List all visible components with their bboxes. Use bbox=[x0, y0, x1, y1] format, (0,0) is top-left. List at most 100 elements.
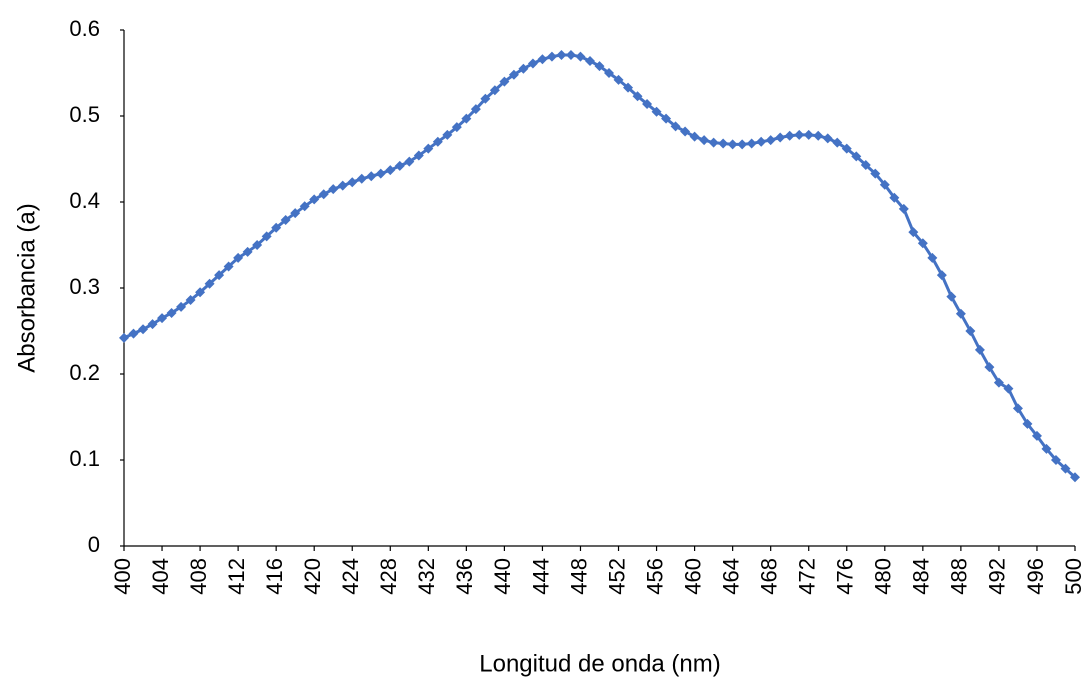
data-point bbox=[451, 122, 462, 133]
data-point bbox=[565, 49, 576, 60]
data-point bbox=[632, 91, 643, 102]
data-point bbox=[708, 137, 719, 148]
data-point bbox=[832, 137, 843, 148]
x-tick-label: 472 bbox=[795, 558, 820, 595]
data-point bbox=[280, 215, 291, 226]
data-point bbox=[461, 113, 472, 124]
data-point bbox=[290, 208, 301, 219]
data-point bbox=[822, 133, 833, 144]
data-point bbox=[584, 55, 595, 66]
data-point bbox=[841, 143, 852, 154]
x-tick-label: 476 bbox=[833, 558, 858, 595]
y-tick-label: 0 bbox=[88, 532, 100, 557]
y-tick-label: 0.2 bbox=[69, 360, 100, 385]
data-point bbox=[309, 194, 320, 205]
data-point bbox=[252, 240, 263, 250]
data-point bbox=[623, 82, 634, 93]
data-point bbox=[756, 136, 767, 147]
data-point bbox=[917, 238, 928, 249]
data-point bbox=[1050, 455, 1061, 465]
data-point bbox=[1031, 430, 1042, 441]
data-point bbox=[546, 51, 557, 62]
data-point bbox=[470, 104, 481, 115]
data-point bbox=[233, 252, 244, 263]
data-point bbox=[860, 160, 871, 171]
x-tick-label: 460 bbox=[680, 558, 705, 595]
data-point bbox=[271, 222, 282, 233]
x-tick-label: 496 bbox=[1023, 558, 1048, 595]
data-point bbox=[813, 130, 824, 141]
x-tick-label: 484 bbox=[909, 558, 934, 595]
x-tick-label: 456 bbox=[642, 558, 667, 595]
data-point bbox=[889, 192, 900, 203]
data-point bbox=[879, 179, 890, 190]
data-point bbox=[518, 63, 529, 74]
data-point bbox=[974, 344, 985, 355]
data-point bbox=[119, 332, 129, 343]
data-point bbox=[242, 246, 253, 257]
data-point bbox=[261, 231, 272, 242]
data-point bbox=[794, 129, 805, 140]
data-point bbox=[480, 93, 491, 104]
data-point bbox=[128, 328, 139, 339]
x-tick-label: 408 bbox=[186, 558, 211, 595]
data-point bbox=[176, 301, 187, 312]
data-point bbox=[775, 132, 786, 143]
x-tick-label: 432 bbox=[414, 558, 439, 595]
data-point bbox=[851, 151, 862, 162]
data-point bbox=[1003, 383, 1014, 394]
data-point bbox=[870, 168, 881, 179]
data-point bbox=[366, 171, 377, 182]
data-point bbox=[195, 287, 206, 298]
x-tick-label: 436 bbox=[452, 558, 477, 595]
x-tick-label: 492 bbox=[985, 558, 1010, 595]
data-point bbox=[356, 173, 367, 184]
data-point bbox=[204, 278, 215, 289]
data-point bbox=[898, 203, 909, 214]
x-tick-label: 440 bbox=[490, 558, 515, 595]
x-tick-label: 452 bbox=[604, 558, 629, 595]
data-point bbox=[604, 68, 615, 78]
data-point bbox=[670, 121, 681, 132]
x-tick-label: 480 bbox=[871, 558, 896, 595]
x-tick-label: 404 bbox=[148, 558, 173, 595]
data-point bbox=[784, 130, 795, 141]
x-axis-title: Longitud de onda (nm) bbox=[479, 650, 721, 677]
y-tick-label: 0.3 bbox=[69, 274, 100, 299]
x-tick-label: 468 bbox=[756, 558, 781, 595]
data-point bbox=[575, 51, 586, 62]
data-point bbox=[166, 307, 177, 318]
x-tick-label: 428 bbox=[376, 558, 401, 595]
data-point bbox=[594, 61, 605, 72]
data-point bbox=[394, 160, 405, 171]
x-tick-label: 412 bbox=[224, 558, 249, 595]
data-point bbox=[613, 74, 624, 85]
x-tick-label: 420 bbox=[300, 558, 325, 595]
data-point bbox=[955, 308, 966, 319]
data-point bbox=[765, 135, 776, 146]
data-point bbox=[299, 201, 310, 212]
data-point bbox=[936, 270, 947, 281]
data-point bbox=[423, 143, 434, 154]
data-point bbox=[413, 150, 424, 161]
x-tick-label: 500 bbox=[1061, 558, 1086, 595]
data-point bbox=[527, 58, 538, 69]
data-point bbox=[746, 138, 757, 149]
data-point bbox=[1060, 463, 1071, 474]
data-point bbox=[147, 319, 158, 330]
data-point bbox=[385, 165, 396, 176]
data-point bbox=[908, 227, 919, 238]
data-point bbox=[442, 129, 453, 140]
data-point bbox=[689, 131, 700, 142]
data-line bbox=[123, 53, 1077, 479]
y-tick-label: 0.1 bbox=[69, 446, 100, 471]
data-point bbox=[642, 98, 653, 109]
x-tick-label: 464 bbox=[718, 558, 743, 595]
data-point bbox=[1012, 403, 1023, 414]
data-point bbox=[993, 377, 1004, 388]
data-point bbox=[965, 326, 976, 336]
data-point bbox=[737, 139, 748, 150]
data-point bbox=[661, 113, 672, 124]
data-point bbox=[404, 156, 415, 167]
